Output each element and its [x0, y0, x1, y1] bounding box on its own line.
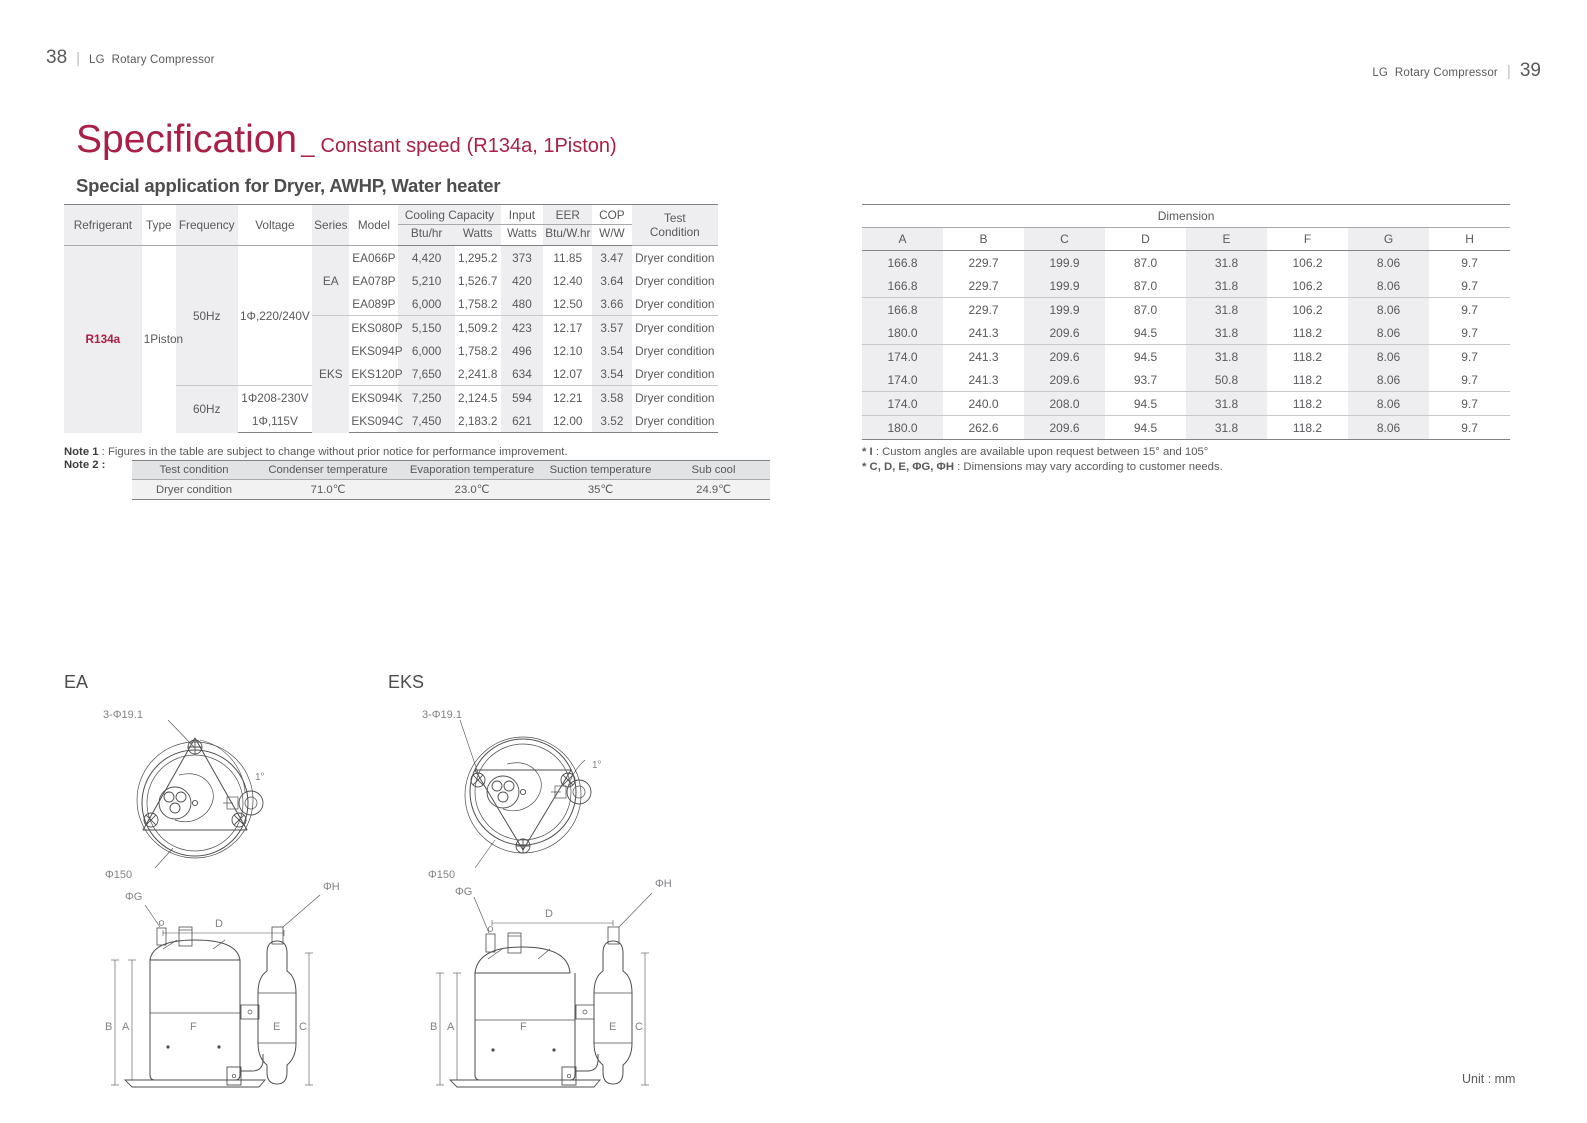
svg-text:ΦG: ΦG	[455, 886, 472, 898]
svg-text:E: E	[273, 1021, 280, 1033]
svg-text:F: F	[520, 1021, 527, 1033]
svg-text:C: C	[299, 1021, 307, 1033]
svg-text:ΦH: ΦH	[655, 878, 672, 890]
svg-text:1°: 1°	[255, 772, 265, 783]
svg-text:C: C	[635, 1021, 643, 1033]
svg-text:1°: 1°	[592, 760, 602, 771]
svg-text:D: D	[215, 918, 223, 930]
svg-text:B: B	[430, 1021, 437, 1033]
svg-text:ΦH: ΦH	[323, 881, 340, 893]
svg-text:F: F	[190, 1021, 197, 1033]
svg-text:B: B	[105, 1021, 112, 1033]
svg-text:E: E	[609, 1021, 616, 1033]
svg-text:3-Φ19.1: 3-Φ19.1	[103, 709, 143, 721]
svg-text:3-Φ19.1: 3-Φ19.1	[422, 709, 462, 721]
svg-text:D: D	[545, 908, 553, 920]
svg-text:A: A	[122, 1021, 130, 1033]
svg-text:A: A	[447, 1021, 455, 1033]
svg-text:ΦG: ΦG	[125, 891, 142, 903]
